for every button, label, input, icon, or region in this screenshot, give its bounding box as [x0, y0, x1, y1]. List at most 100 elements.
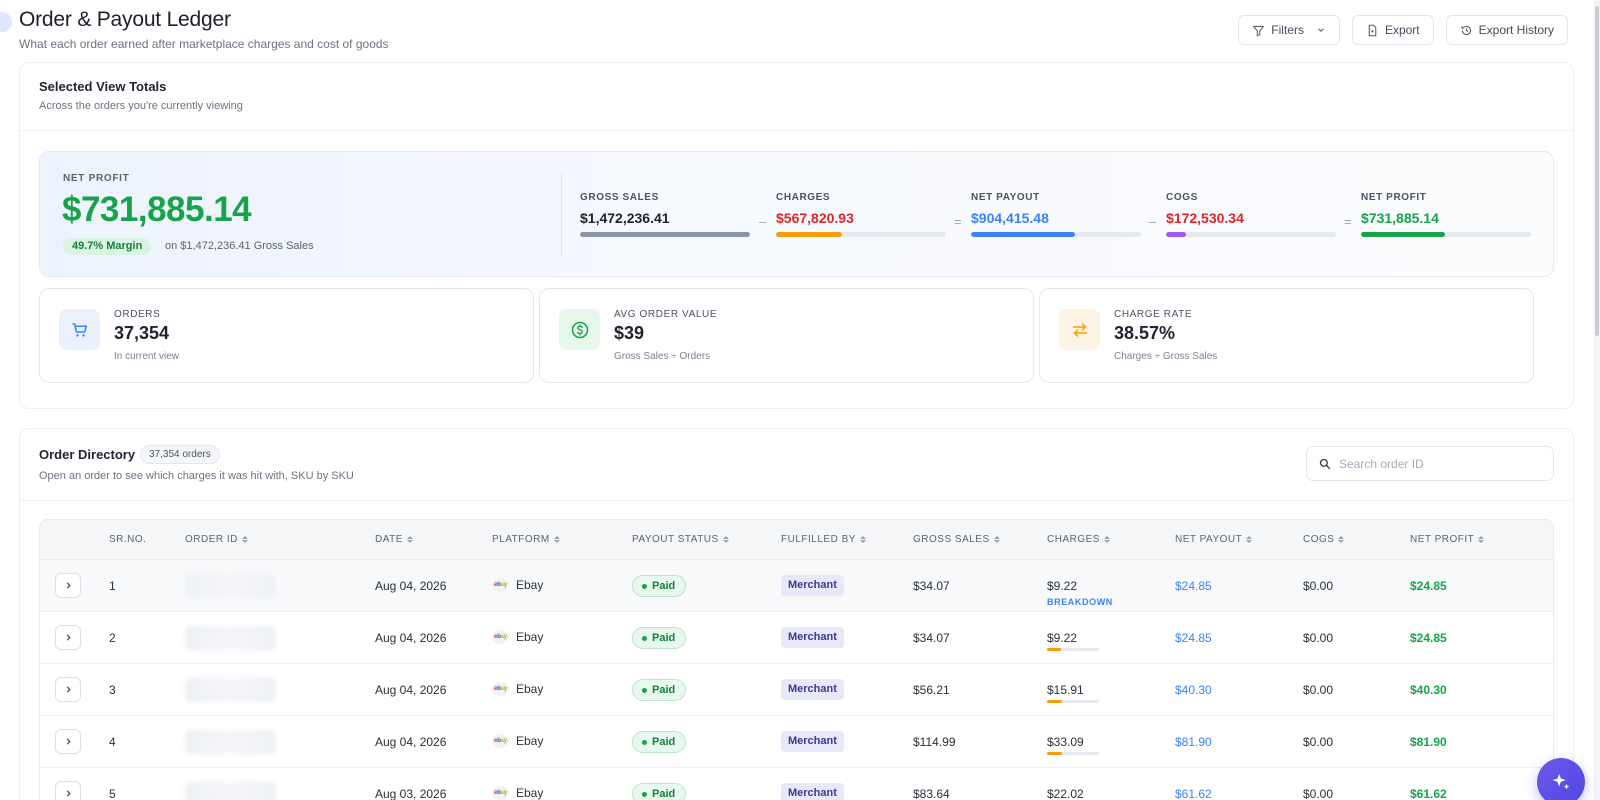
flow-value: $567,820.93: [776, 210, 854, 226]
net-payout-cell: $81.90: [1175, 735, 1212, 749]
search-icon: [1319, 458, 1331, 469]
status-dot-icon: [642, 583, 647, 589]
column-header-fulfilled-by[interactable]: FULFILLED BY: [781, 534, 866, 545]
charges-cell: $9.22 BREAKDOWN: [1047, 579, 1113, 607]
kpi-card-orders: ORDERS 37,354 In current view: [39, 288, 534, 383]
gross-sales-cell: $34.07: [913, 579, 950, 593]
order-id-redacted[interactable]: [185, 626, 275, 650]
search-order-input[interactable]: [1339, 456, 1539, 471]
sort-icon[interactable]: [241, 536, 248, 543]
directory-title: Order Directory: [39, 447, 136, 462]
charge-rate-fill: [1047, 700, 1062, 703]
platform-cell: e b a y Ebay: [492, 578, 543, 592]
totals-panel-header: Selected View Totals Across the orders y…: [20, 63, 1573, 131]
cogs-cell: $0.00: [1303, 579, 1334, 593]
platform-cell: e b a y Ebay: [492, 786, 543, 800]
column-header-payout-status[interactable]: PAYOUT STATUS: [632, 534, 729, 545]
flow-fill: [971, 232, 1076, 237]
table-row[interactable]: 5 Aug 03, 2026 e b a y Ebay Paid Merchant $8…: [40, 768, 1553, 800]
charges-cell: $15.91: [1047, 683, 1099, 703]
column-header-cogs[interactable]: COGS: [1303, 534, 1345, 545]
sr-no-cell: 5: [109, 787, 116, 800]
payout-status-badge: Paid: [632, 627, 687, 649]
gross-sales-cell: $114.99: [913, 735, 956, 749]
flow-net-profit: NET PROFIT $731,885.14: [1361, 192, 1531, 237]
flow-gross-sales: GROSS SALES $1,472,236.41: [580, 192, 750, 237]
charges-cell: $33.09: [1047, 735, 1099, 755]
export-button[interactable]: Export: [1351, 15, 1434, 45]
order-id-redacted[interactable]: [185, 782, 275, 800]
flow-fill: [1361, 232, 1446, 237]
column-header-sr-no: SR.NO.: [109, 534, 146, 545]
flow-cogs: COGS $172,530.34: [1166, 192, 1336, 237]
page-scrollbar[interactable]: [1594, 0, 1600, 800]
kpi-card-avg-order-value: AVG ORDER VALUE $39 Gross Sales ÷ Orders: [539, 288, 1034, 383]
chevron-right-icon: [66, 738, 71, 745]
export-history-button[interactable]: Export History: [1445, 15, 1568, 45]
sr-no-cell: 1: [109, 579, 116, 593]
status-label: Paid: [652, 580, 676, 592]
table-row[interactable]: 3 Aug 04, 2026 e b a y Ebay Paid Merchant $5…: [40, 664, 1553, 716]
table-row[interactable]: 4 Aug 04, 2026 e b a y Ebay Paid Merchant $1…: [40, 716, 1553, 768]
sort-icon[interactable]: [859, 536, 866, 543]
order-id-redacted[interactable]: [185, 678, 275, 702]
directory-divider: [20, 500, 1573, 501]
expand-row-button[interactable]: [55, 625, 81, 650]
sort-icon[interactable]: [722, 536, 729, 543]
column-header-date[interactable]: DATE: [375, 534, 413, 545]
flow-value: $172,530.34: [1166, 210, 1244, 226]
cogs-cell: $0.00: [1303, 787, 1334, 800]
sort-icon[interactable]: [1478, 536, 1485, 543]
net-profit-cell: $24.85: [1410, 631, 1447, 645]
flow-operator-equals: =: [954, 214, 962, 229]
filters-button[interactable]: Filters: [1238, 15, 1340, 45]
net-profit-cell: $40.30: [1410, 683, 1447, 697]
fulfilled-by-badge: Merchant: [781, 575, 844, 596]
status-dot-icon: [642, 635, 647, 641]
platform-name: Ebay: [516, 786, 544, 800]
column-header-net-payout[interactable]: NET PAYOUT: [1175, 534, 1253, 545]
order-id-redacted[interactable]: [185, 574, 275, 598]
order-id-redacted[interactable]: [185, 730, 275, 754]
expand-row-button[interactable]: [55, 781, 81, 800]
table-row[interactable]: 1 Aug 04, 2026 e b a y Ebay Paid Merchant $3…: [40, 560, 1553, 612]
scrollbar-thumb[interactable]: [1595, 6, 1599, 336]
column-header-platform[interactable]: PLATFORM: [492, 534, 560, 545]
expand-row-button[interactable]: [55, 677, 81, 702]
expand-row-button[interactable]: [55, 573, 81, 598]
ai-assistant-button[interactable]: [1537, 758, 1585, 800]
payout-status-badge: Paid: [632, 731, 687, 753]
platform-cell: e b a y Ebay: [492, 682, 543, 696]
charges-value: $9.22: [1047, 579, 1078, 593]
flow-operator-minus: –: [759, 214, 767, 229]
hero-net-profit-value: $731,885.14: [62, 190, 252, 229]
column-header-charges[interactable]: CHARGES: [1047, 534, 1110, 545]
filter-icon: [1253, 25, 1265, 36]
date-cell: Aug 04, 2026: [375, 631, 447, 645]
fulfilled-by-badge: Merchant: [781, 627, 844, 648]
sort-icon[interactable]: [1103, 536, 1110, 543]
expand-row-button[interactable]: [55, 729, 81, 754]
column-header-net-profit[interactable]: NET PROFIT: [1410, 534, 1485, 545]
sort-icon[interactable]: [1246, 536, 1253, 543]
column-header-order-id[interactable]: ORDER ID: [185, 534, 248, 545]
sort-icon[interactable]: [553, 536, 560, 543]
payout-status-badge: Paid: [632, 679, 687, 701]
table-row[interactable]: 2 Aug 04, 2026 e b a y Ebay Paid Merchant $3…: [40, 612, 1553, 664]
sort-icon[interactable]: [993, 536, 1000, 543]
status-dot-icon: [642, 791, 647, 797]
platform-name: Ebay: [516, 734, 544, 748]
net-profit-cell: $24.85: [1410, 579, 1447, 593]
gross-sales-cell: $83.64: [913, 787, 950, 800]
sr-no-cell: 4: [109, 735, 116, 749]
file-export-icon: [1368, 24, 1377, 36]
sort-icon[interactable]: [1338, 536, 1345, 543]
breakdown-link[interactable]: BREAKDOWN: [1047, 597, 1113, 607]
net-profit-hero-card: NET PROFIT $731,885.14 49.7% Margin on $…: [39, 151, 1554, 277]
search-order-box[interactable]: [1306, 446, 1554, 481]
flow-value: $1,472,236.41: [580, 210, 670, 226]
column-header-gross-sales[interactable]: GROSS SALES: [913, 534, 1000, 545]
sort-icon[interactable]: [406, 536, 413, 543]
fulfilled-by-badge: Merchant: [781, 679, 844, 700]
